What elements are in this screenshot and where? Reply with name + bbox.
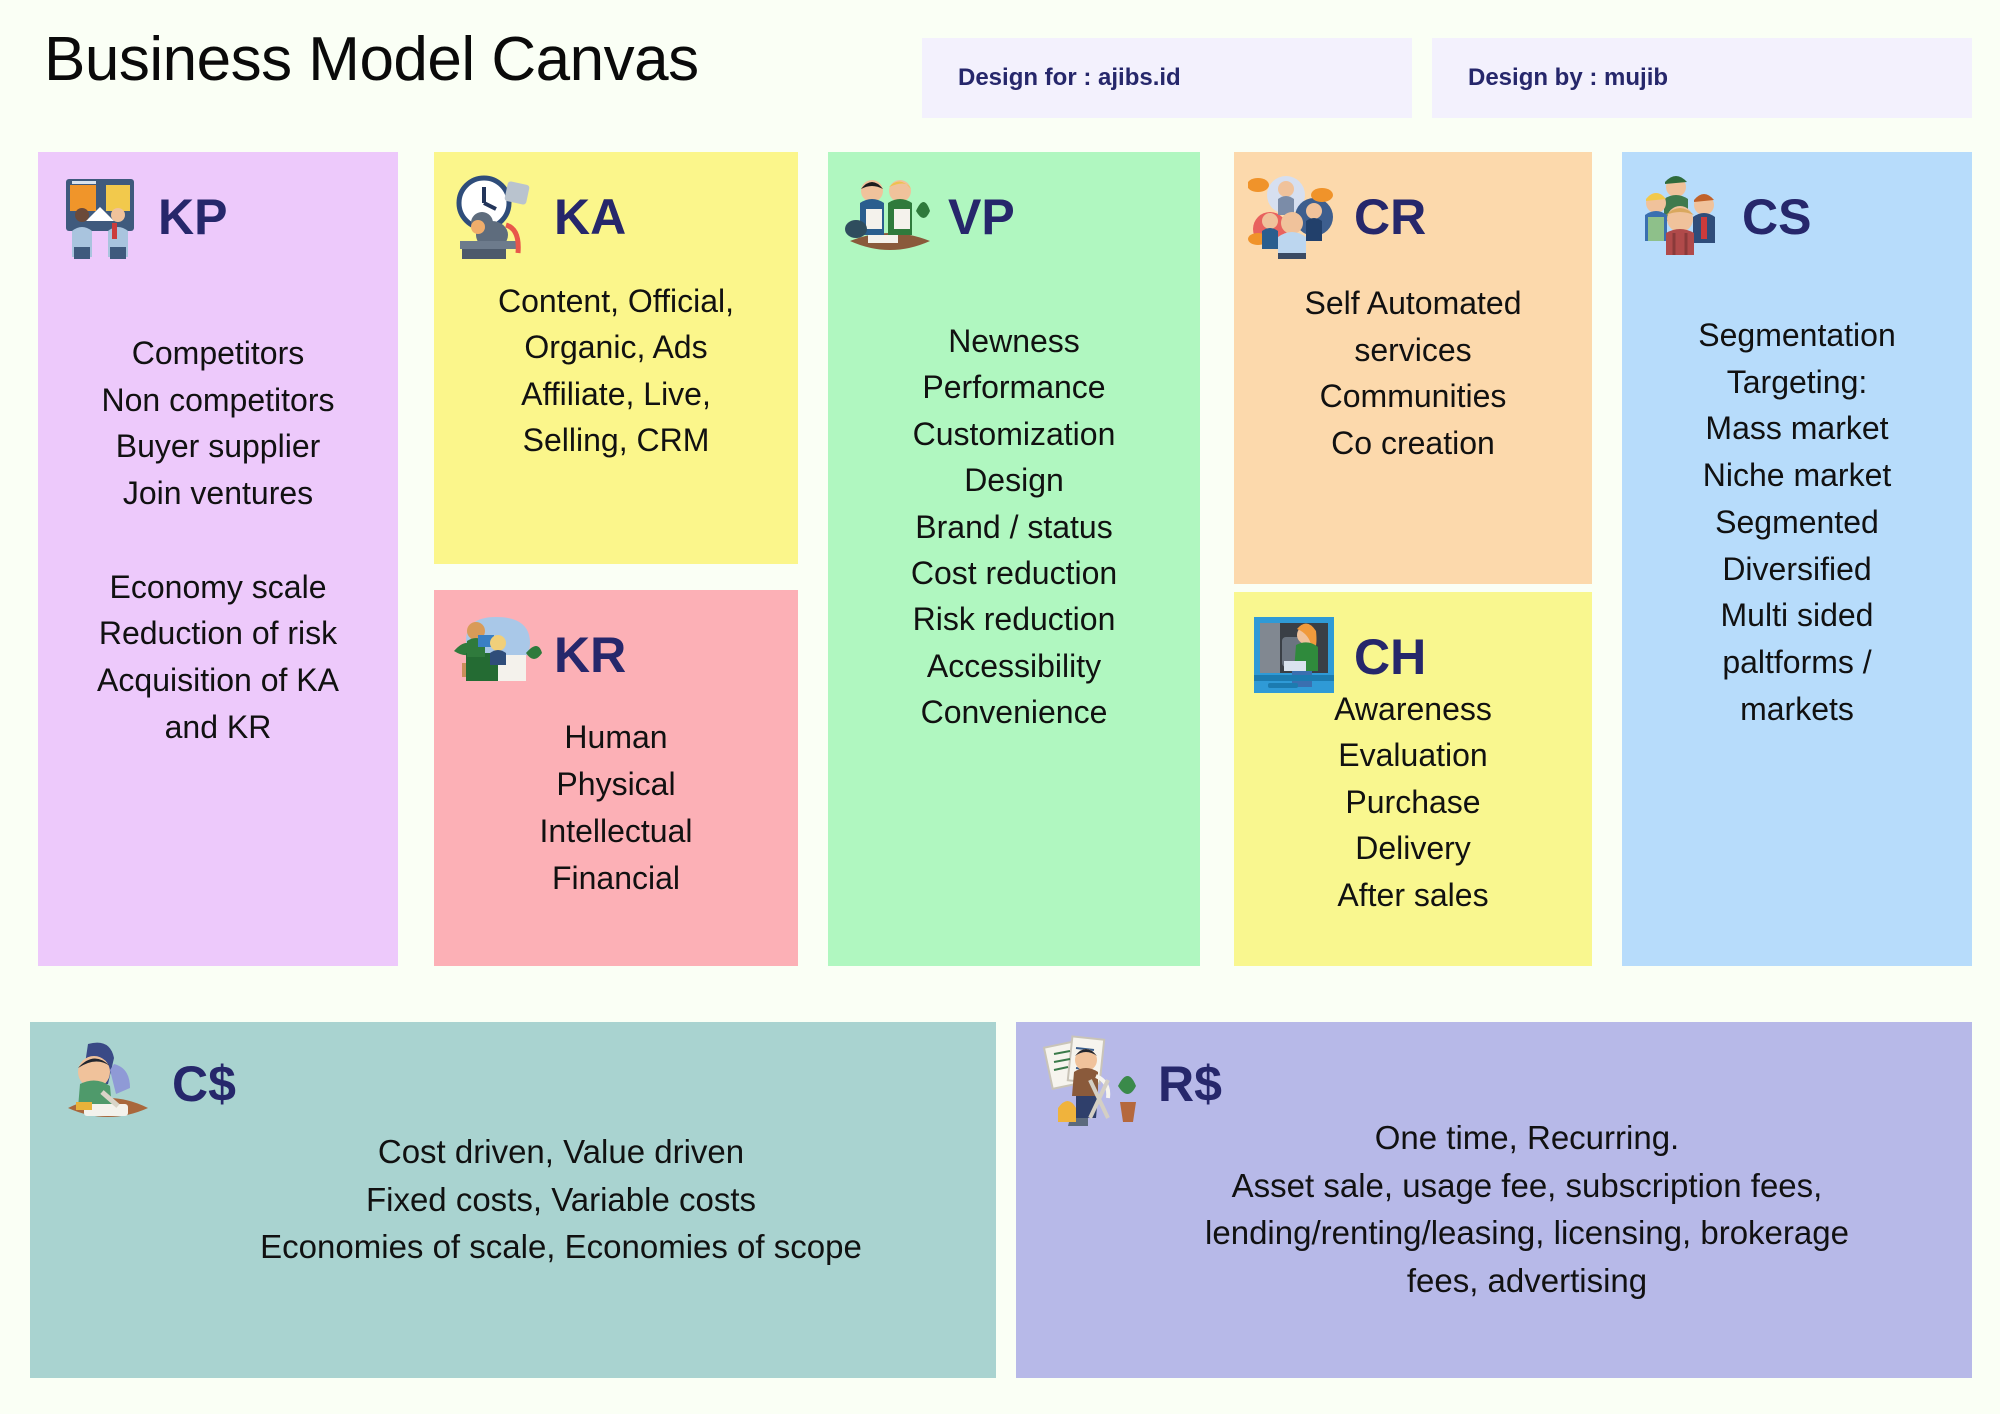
block-revenue-streams[interactable]: R$ One time, Recurring. Asset sale, usag… bbox=[1016, 1022, 1972, 1378]
block-body-revenue-streams: One time, Recurring. Asset sale, usage f… bbox=[1205, 1119, 1849, 1299]
clock-desk-worker-icon bbox=[456, 175, 530, 259]
block-channels[interactable]: CH Awareness Evaluation Purchase Deliver… bbox=[1234, 592, 1592, 966]
block-value-proposition[interactable]: VP Newness Performance Customization Des… bbox=[828, 152, 1200, 966]
block-cost-structure[interactable]: C$ Cost driven, Value driven Fixed costs… bbox=[30, 1022, 996, 1378]
design-for-badge: Design for : ajibs.id bbox=[922, 38, 1412, 118]
people-chat-bubbles-icon bbox=[1248, 176, 1333, 259]
block-body-cr: Self Automated services Communities Co c… bbox=[1304, 285, 1522, 462]
block-header-cs: CS bbox=[1622, 152, 1972, 272]
block-header-vp: VP bbox=[828, 152, 1200, 272]
block-key-partners[interactable]: KP Competitors Non competitors Buyer sup… bbox=[38, 152, 398, 966]
block-body-ka: Content, Official, Organic, Ads Affiliat… bbox=[498, 283, 734, 459]
block-code-revenue-streams: R$ bbox=[1158, 1056, 1222, 1112]
block-body-kr: Human Physical Intellectual Financial bbox=[539, 719, 693, 897]
block-body-vp: Newness Performance Customization Design… bbox=[910, 323, 1118, 731]
tired-student-desk-icon bbox=[68, 1042, 148, 1117]
woman-laptop-window-icon bbox=[1254, 617, 1334, 693]
block-header-cr: CR bbox=[1234, 152, 1592, 272]
block-body-kp: Competitors Non competitors Buyer suppli… bbox=[97, 335, 339, 745]
block-body-cs: Segmentation Targeting: Mass market Nich… bbox=[1698, 317, 1896, 727]
design-for-label: Design for : ajibs.id bbox=[958, 64, 1181, 91]
block-header-kr: KR bbox=[434, 590, 798, 710]
block-customer-relationships[interactable]: CR Self Automated services Communities C… bbox=[1234, 152, 1592, 584]
block-header-ch: CH bbox=[1234, 592, 1592, 712]
block-key-activities[interactable]: KA Content, Official, Organic, Ads Affil… bbox=[434, 152, 798, 564]
man-documents-chair-icon bbox=[1042, 1035, 1136, 1126]
block-code-kp: KP bbox=[158, 189, 228, 245]
header: Business Model Canvas Design for : ajibs… bbox=[0, 0, 2000, 130]
block-body-cost-structure: Cost driven, Value driven Fixed costs, V… bbox=[260, 1133, 862, 1266]
handshake-presentation-icon bbox=[66, 179, 134, 259]
block-header-kp: KP bbox=[38, 152, 398, 272]
design-by-label: Design by : mujib bbox=[1468, 64, 1669, 91]
block-customer-segments[interactable]: CS Segmentation Targeting: Mass market N… bbox=[1622, 152, 1972, 966]
design-by-badge: Design by : mujib bbox=[1432, 38, 1972, 118]
block-header-cost-structure: C$ bbox=[30, 1022, 996, 1132]
page-title: Business Model Canvas bbox=[44, 25, 699, 94]
books-people-icon bbox=[454, 617, 542, 681]
block-header-ka: KA bbox=[434, 152, 798, 272]
two-students-desk-icon bbox=[845, 180, 930, 250]
block-body-ch: Awareness Evaluation Purchase Delivery A… bbox=[1334, 691, 1492, 913]
block-code-cost-structure: C$ bbox=[172, 1056, 236, 1112]
block-code-ka: KA bbox=[554, 189, 627, 245]
block-code-cr: CR bbox=[1354, 189, 1427, 245]
group-of-customers-icon bbox=[1645, 176, 1715, 255]
block-header-revenue-streams: R$ bbox=[1016, 1022, 1972, 1132]
block-key-resources[interactable]: KR Human Physical Intellectual Financial bbox=[434, 590, 798, 966]
block-code-ch: CH bbox=[1354, 629, 1427, 685]
block-code-cs: CS bbox=[1742, 189, 1812, 245]
block-code-vp: VP bbox=[948, 189, 1015, 245]
block-code-kr: KR bbox=[554, 627, 627, 683]
